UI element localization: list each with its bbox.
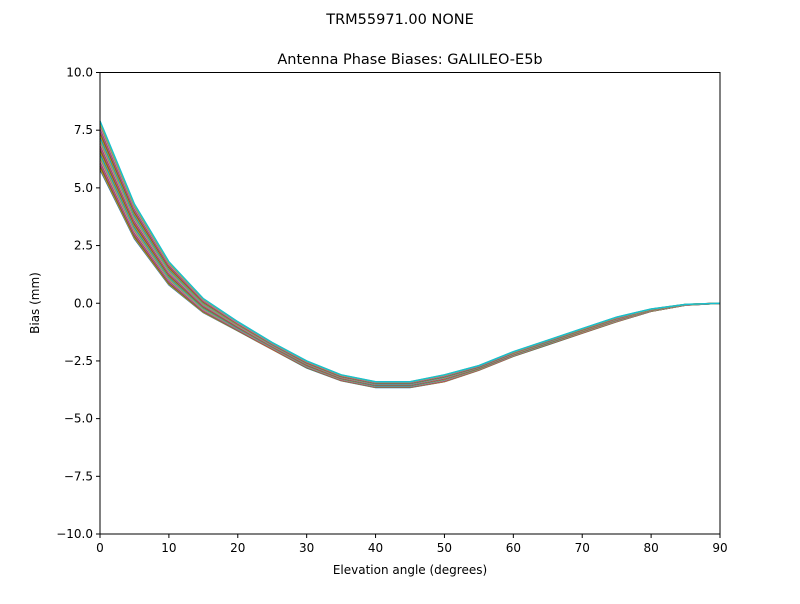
y-tick-label: 7.5 [74,123,93,137]
bias-curve [99,160,721,388]
bias-curve [99,124,721,383]
bias-curve [99,127,721,384]
x-tick-label: 40 [368,541,383,555]
bias-curve [99,159,721,388]
bias-curve [99,122,721,383]
bias-curve [99,142,721,386]
bias-curve [99,150,721,387]
bias-curve [99,137,721,385]
x-tick-label: 0 [96,541,104,555]
bias-curve [99,162,721,388]
x-axis: 0 10 20 30 40 50 60 70 80 90 [96,534,728,555]
y-axis-label: Bias (mm) [28,272,42,334]
y-tick-label: −10.0 [56,527,93,541]
x-tick-label: 80 [643,541,658,555]
suptitle: TRM55971.00 NONE [325,12,474,28]
y-tick-label: 5.0 [74,181,93,195]
y-tick-label: −5.0 [64,412,93,426]
x-tick-label: 70 [575,541,590,555]
bias-curve [99,165,721,388]
bias-curve [99,134,721,385]
bias-curve [99,140,721,385]
bias-curve [99,130,721,384]
x-tick-label: 30 [299,541,314,555]
bias-curve [99,132,721,384]
bias-curve [99,147,721,386]
bias-curve [99,164,721,388]
x-tick-label: 60 [506,541,521,555]
bias-curve [99,144,721,386]
x-tick-label: 50 [437,541,452,555]
bias-curve [99,145,721,386]
y-axis: −10.0 −7.5 −5.0 −2.5 0.0 2.5 5.0 7.5 10.0 [56,66,100,541]
y-tick-label: −2.5 [64,354,93,368]
bias-curve [99,167,721,389]
bias-curve [99,169,721,389]
bias-curve [99,149,721,386]
x-tick-label: 90 [712,541,727,555]
chart-title: Antenna Phase Biases: GALILEO-E5b [277,52,542,68]
bias-curve [99,152,721,387]
y-tick-label: 2.5 [74,239,93,253]
x-tick-label: 10 [161,541,176,555]
bias-curve [99,138,721,385]
x-axis-label: Elevation angle (degrees) [333,563,487,577]
y-tick-label: 10.0 [66,66,93,80]
bias-curve [99,129,721,384]
data-lines [99,120,721,389]
bias-curve [99,135,721,385]
x-tick-label: 20 [230,541,245,555]
y-tick-label: −7.5 [64,469,93,483]
bias-curve [99,120,721,383]
bias-curve [99,154,721,387]
bias-curve [99,157,721,387]
bias-curve [99,125,721,384]
y-tick-label: 0.0 [74,296,93,310]
bias-curve [99,155,721,387]
